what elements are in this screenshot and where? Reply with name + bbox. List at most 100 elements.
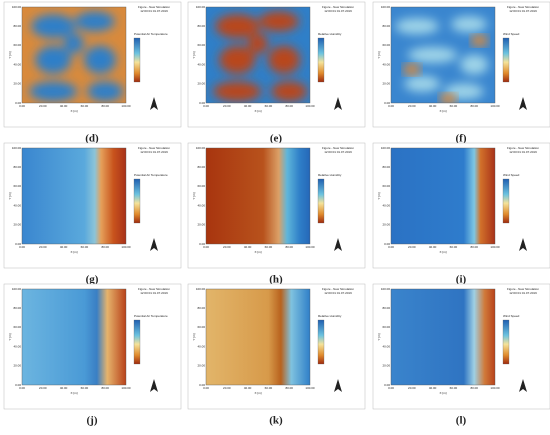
x-tick-label: 80.00 (285, 245, 293, 249)
legend-title: Relative Humidity (318, 314, 342, 318)
x-tick-label: 0.00 (19, 245, 25, 249)
north-arrow (334, 238, 342, 251)
heatmap (22, 289, 126, 385)
y-tick-label: 80.00 (13, 165, 21, 169)
north-arrow (519, 97, 527, 110)
y-tick-label: 60.00 (13, 43, 21, 47)
y-tick-label: 80.00 (197, 165, 205, 169)
x-tick-label: 100.00 (490, 104, 500, 108)
x-tick-label: 40.00 (60, 104, 68, 108)
x-tick-label: 20.00 (223, 245, 231, 249)
timestamp: 12:00:01 01.07.2019 (140, 150, 168, 154)
x-tick-label: 40.00 (60, 386, 68, 390)
plot-frame (21, 6, 127, 104)
y-tick-label: 0.00 (15, 101, 21, 105)
heatmap-blob (84, 45, 116, 74)
caption: (d) (85, 133, 99, 145)
y-axis-label: Y [m] (377, 192, 381, 199)
x-tick-label: 20.00 (39, 245, 47, 249)
north-arrow (519, 238, 527, 251)
y-tick-label: 100.00 (12, 146, 22, 150)
heatmap-blob (31, 14, 76, 39)
figure-title: Figure - New Simulation (507, 287, 539, 291)
x-tick-label: 100.00 (121, 245, 131, 249)
heatmap-blobs (213, 11, 308, 102)
plot-frame (21, 288, 127, 386)
x-tick-label: 0.00 (388, 245, 394, 249)
heatmap (391, 7, 495, 103)
figure-title: Figure - New Simulation (322, 287, 354, 291)
heatmap-blob (451, 16, 487, 33)
x-axis-label: X [m] (70, 391, 77, 395)
colorbar (317, 178, 325, 224)
heatmap (206, 289, 310, 385)
panel: 0.000.00 20.00 20.00 40.00 40.00 60.00 60.00 80… (372, 283, 550, 410)
north-arrow (334, 97, 342, 110)
y-axis-label: Y [m] (8, 192, 12, 199)
figure-title: Figure - New Simulation (138, 5, 170, 9)
panel: 0.000.00 20.00 20.00 40.00 40.00 60.00 60.00 80… (372, 142, 550, 269)
plot-frame (390, 147, 496, 245)
x-tick-label: 60.00 (265, 386, 273, 390)
timestamp: 12:00:01 01.07.2019 (324, 9, 352, 13)
y-tick-label: 80.00 (382, 306, 390, 310)
heatmap (206, 7, 310, 103)
timestamp: 12:00:01 01.07.2019 (324, 291, 352, 295)
colorbar (133, 319, 141, 365)
caption: (f) (456, 133, 467, 145)
heatmap-blob (470, 34, 489, 47)
y-tick-label: 60.00 (197, 325, 205, 329)
x-tick-label: 0.00 (388, 104, 394, 108)
heatmap-blob (271, 81, 308, 102)
figure-title: Figure - New Simulation (322, 146, 354, 150)
plot-frame (390, 6, 496, 104)
heatmap-blob (248, 33, 268, 54)
y-tick-label: 20.00 (197, 223, 205, 227)
colorbar (502, 178, 510, 224)
panel: 0.000.00 20.00 20.00 40.00 40.00 60.00 60.00 80… (372, 1, 550, 128)
x-tick-label: 100.00 (490, 245, 500, 249)
y-tick-label: 60.00 (13, 325, 21, 329)
x-tick-label: 0.00 (19, 104, 25, 108)
heatmap-blob (460, 54, 489, 75)
caption: (j) (87, 415, 98, 427)
legend-title: Relative Humidity (318, 173, 342, 177)
y-tick-label: 20.00 (382, 82, 390, 86)
legend-title: Potential Air Temperature (134, 32, 168, 36)
timestamp: 12:00:01 01.07.2019 (140, 291, 168, 295)
y-tick-label: 100.00 (12, 5, 22, 9)
y-tick-label: 0.00 (199, 383, 205, 387)
heatmap (22, 7, 126, 103)
legend-title: Potential Air Temperature (134, 314, 168, 318)
x-axis-label: X [m] (254, 391, 261, 395)
heatmap-blobs (29, 11, 124, 102)
y-tick-label: 100.00 (196, 5, 206, 9)
heatmap-bg (391, 148, 495, 244)
heatmap-blob (439, 93, 458, 103)
colorbar (133, 37, 141, 83)
caption: (l) (456, 415, 467, 427)
x-axis-label: X [m] (254, 109, 261, 113)
x-tick-label: 80.00 (470, 386, 478, 390)
y-tick-label: 20.00 (13, 364, 21, 368)
x-axis-label: X [m] (439, 109, 446, 113)
y-tick-label: 0.00 (384, 242, 390, 246)
y-tick-label: 60.00 (382, 325, 390, 329)
x-tick-label: 0.00 (388, 386, 394, 390)
y-tick-label: 40.00 (197, 62, 205, 66)
y-axis-label: Y [m] (192, 333, 196, 340)
x-tick-label: 100.00 (305, 104, 315, 108)
heatmap-blob (29, 81, 78, 102)
y-tick-label: 80.00 (382, 24, 390, 28)
x-tick-label: 80.00 (285, 386, 293, 390)
x-tick-label: 80.00 (101, 386, 109, 390)
y-tick-label: 100.00 (12, 287, 22, 291)
x-tick-label: 40.00 (429, 386, 437, 390)
x-tick-label: 20.00 (408, 104, 416, 108)
panel: 0.000.00 20.00 20.00 40.00 40.00 60.00 60.00 80… (3, 142, 182, 269)
x-tick-label: 0.00 (203, 386, 209, 390)
y-tick-label: 40.00 (13, 344, 21, 348)
timestamp: 12:00:01 01.07.2019 (140, 9, 168, 13)
x-tick-label: 40.00 (244, 386, 252, 390)
heatmap-blob (213, 81, 262, 102)
